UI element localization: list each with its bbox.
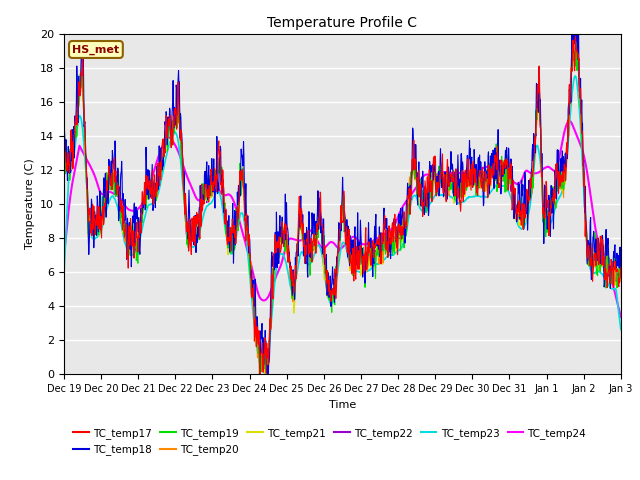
TC_temp23 [260,370,268,375]
TC_temp18 [429,177,437,183]
TC_temp22 [572,48,580,53]
TC_temp17 [572,34,579,39]
TC_temp24 [246,258,254,264]
TC_temp23 [617,327,625,333]
TC_temp23 [502,184,509,190]
TC_temp23 [170,131,178,136]
TC_temp19 [551,199,559,204]
TC_temp17 [551,195,559,201]
TC_temp23 [184,232,191,238]
TC_temp22 [170,117,178,123]
Line: TC_temp18: TC_temp18 [64,34,621,374]
Line: TC_temp20: TC_temp20 [64,46,621,372]
TC_temp17 [60,140,68,146]
TC_temp17 [429,164,437,169]
TC_temp18 [502,166,509,172]
TC_temp24 [502,169,509,175]
TC_temp18 [570,31,577,36]
TC_temp24 [566,118,573,124]
TC_temp20 [429,173,437,179]
Line: TC_temp24: TC_temp24 [64,121,621,317]
TC_temp18 [60,136,68,142]
Legend: TC_temp17, TC_temp18, TC_temp19, TC_temp20, TC_temp21, TC_temp22, TC_temp23, TC_: TC_temp17, TC_temp18, TC_temp19, TC_temp… [69,424,591,459]
Line: TC_temp19: TC_temp19 [64,39,621,374]
Line: TC_temp17: TC_temp17 [64,36,621,374]
TC_temp17 [502,157,509,163]
TC_temp21 [570,41,577,47]
TC_temp23 [429,196,437,202]
TC_temp24 [617,314,625,320]
TC_temp21 [246,268,254,274]
TC_temp24 [429,173,436,179]
Text: HS_met: HS_met [72,44,120,55]
TC_temp24 [170,141,178,146]
TC_temp24 [184,176,191,181]
TC_temp21 [170,121,178,127]
TC_temp17 [170,109,178,115]
TC_temp21 [60,166,68,172]
TC_temp20 [184,230,191,236]
TC_temp19 [60,169,68,175]
TC_temp22 [60,160,68,166]
TC_temp20 [573,43,581,48]
TC_temp19 [170,130,178,136]
TC_temp18 [246,252,254,257]
Y-axis label: Temperature (C): Temperature (C) [24,158,35,250]
TC_temp18 [170,105,178,110]
TC_temp21 [551,195,559,201]
TC_temp21 [502,177,509,182]
Line: TC_temp22: TC_temp22 [64,50,621,363]
TC_temp21 [184,231,191,237]
TC_temp22 [184,233,191,239]
TC_temp19 [246,272,254,278]
TC_temp21 [261,372,269,377]
Title: Temperature Profile C: Temperature Profile C [268,16,417,30]
TC_temp17 [184,224,191,230]
TC_temp22 [617,275,625,280]
TC_temp20 [170,109,178,115]
TC_temp22 [260,360,268,366]
TC_temp24 [60,252,68,258]
Line: TC_temp21: TC_temp21 [64,44,621,374]
TC_temp17 [246,252,254,257]
TC_temp23 [572,73,579,79]
TC_temp20 [617,273,625,278]
TC_temp22 [551,188,559,193]
TC_temp18 [184,236,191,242]
TC_temp17 [617,264,625,270]
TC_temp22 [429,177,437,182]
TC_temp20 [262,370,270,375]
TC_temp19 [429,181,437,187]
TC_temp19 [617,260,625,266]
TC_temp19 [184,228,191,233]
TC_temp19 [572,36,580,42]
TC_temp18 [617,270,625,276]
Line: TC_temp23: TC_temp23 [64,76,621,372]
TC_temp24 [551,168,559,174]
TC_temp20 [60,164,68,169]
TC_temp22 [246,263,254,269]
TC_temp20 [551,189,559,195]
TC_temp23 [60,271,68,276]
TC_temp21 [617,278,625,284]
TC_temp20 [502,168,509,174]
TC_temp20 [246,258,254,264]
TC_temp19 [502,159,509,165]
TC_temp23 [551,206,559,212]
TC_temp18 [264,372,272,377]
TC_temp17 [256,372,264,377]
X-axis label: Time: Time [329,400,356,409]
TC_temp21 [429,180,437,186]
TC_temp18 [551,168,559,173]
TC_temp23 [246,278,254,284]
TC_temp19 [255,372,263,377]
TC_temp22 [502,165,509,170]
